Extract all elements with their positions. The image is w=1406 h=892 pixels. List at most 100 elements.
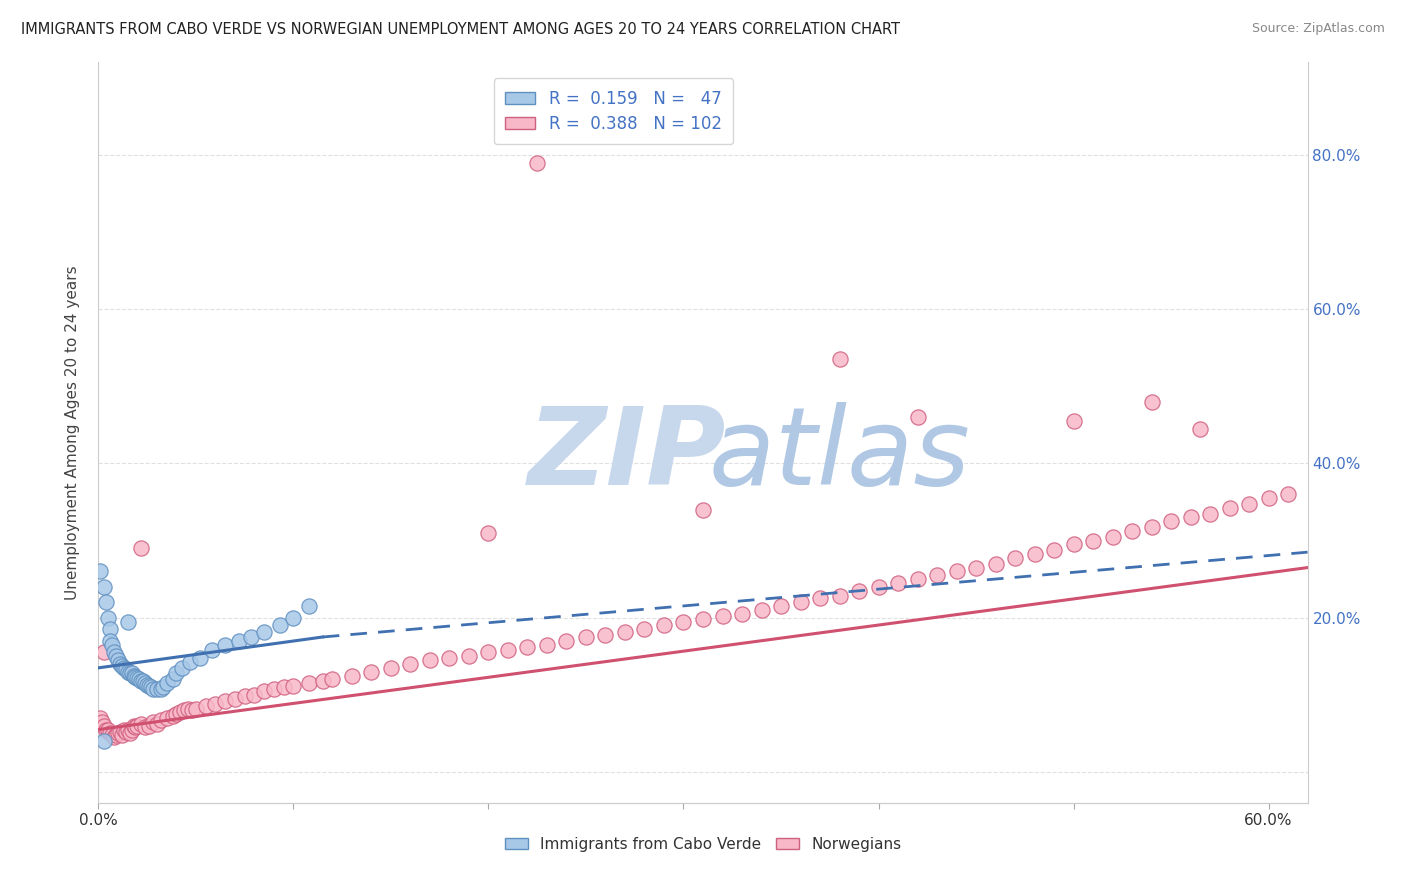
Point — [243, 688, 266, 702]
Point — [868, 580, 890, 594]
Point — [214, 638, 236, 652]
Point — [165, 666, 187, 681]
Point — [477, 525, 499, 540]
Point — [188, 650, 211, 665]
Point — [139, 680, 162, 694]
Point — [97, 611, 120, 625]
Point — [224, 691, 246, 706]
Point — [118, 666, 141, 681]
Point — [131, 541, 153, 556]
Point — [134, 720, 156, 734]
Point — [93, 645, 115, 659]
Point — [555, 633, 578, 648]
Point — [103, 731, 125, 745]
Point — [124, 670, 146, 684]
Point — [149, 713, 172, 727]
Text: ZIP: ZIP — [527, 401, 725, 508]
Point — [1081, 533, 1104, 548]
Point — [253, 624, 276, 639]
Point — [142, 714, 165, 729]
Point — [98, 633, 121, 648]
Point — [1101, 530, 1123, 544]
Point — [91, 714, 114, 729]
Point — [124, 720, 146, 734]
Point — [273, 680, 295, 694]
Point — [107, 653, 129, 667]
Point — [127, 719, 149, 733]
Point — [114, 662, 136, 676]
Point — [536, 638, 558, 652]
Point — [419, 653, 441, 667]
Point — [132, 673, 155, 688]
Point — [652, 618, 675, 632]
Point — [98, 622, 121, 636]
Point — [228, 633, 250, 648]
Point — [156, 711, 179, 725]
Point — [146, 681, 169, 696]
Point — [156, 676, 179, 690]
Point — [111, 658, 134, 673]
Point — [117, 615, 139, 629]
Point — [672, 615, 695, 629]
Point — [1237, 497, 1260, 511]
Point — [496, 643, 519, 657]
Point — [1063, 537, 1085, 551]
Point — [152, 680, 174, 694]
Point — [108, 657, 131, 671]
Point — [104, 728, 127, 742]
Point — [107, 726, 129, 740]
Point — [516, 640, 538, 654]
Point — [633, 622, 655, 636]
Point — [789, 595, 811, 609]
Point — [97, 723, 120, 737]
Point — [239, 630, 262, 644]
Point — [298, 676, 321, 690]
Point — [177, 702, 200, 716]
Point — [595, 628, 617, 642]
Point — [965, 560, 987, 574]
Point — [108, 724, 131, 739]
Point — [98, 726, 121, 740]
Point — [340, 668, 363, 682]
Point — [103, 645, 125, 659]
Point — [1219, 501, 1241, 516]
Point — [1063, 414, 1085, 428]
Point — [112, 661, 135, 675]
Point — [1277, 487, 1299, 501]
Point — [184, 702, 207, 716]
Point — [214, 694, 236, 708]
Point — [112, 723, 135, 737]
Point — [458, 649, 481, 664]
Point — [131, 717, 153, 731]
Point — [477, 645, 499, 659]
Point — [162, 709, 184, 723]
Point — [93, 734, 115, 748]
Point — [172, 661, 194, 675]
Point — [101, 638, 124, 652]
Point — [312, 673, 335, 688]
Point — [121, 723, 143, 737]
Point — [1140, 394, 1163, 409]
Point — [194, 699, 217, 714]
Point — [711, 609, 734, 624]
Point — [96, 595, 118, 609]
Point — [808, 591, 831, 606]
Point — [751, 603, 773, 617]
Point — [828, 589, 851, 603]
Point — [360, 665, 382, 679]
Point — [233, 690, 256, 704]
Point — [692, 612, 714, 626]
Point — [1140, 519, 1163, 533]
Point — [122, 719, 145, 733]
Point — [253, 684, 276, 698]
Point — [945, 565, 967, 579]
Point — [269, 618, 291, 632]
Point — [263, 681, 285, 696]
Point — [984, 557, 1007, 571]
Point — [122, 668, 145, 682]
Point — [907, 410, 929, 425]
Point — [828, 352, 851, 367]
Point — [179, 656, 201, 670]
Text: Source: ZipAtlas.com: Source: ZipAtlas.com — [1251, 22, 1385, 36]
Point — [89, 711, 111, 725]
